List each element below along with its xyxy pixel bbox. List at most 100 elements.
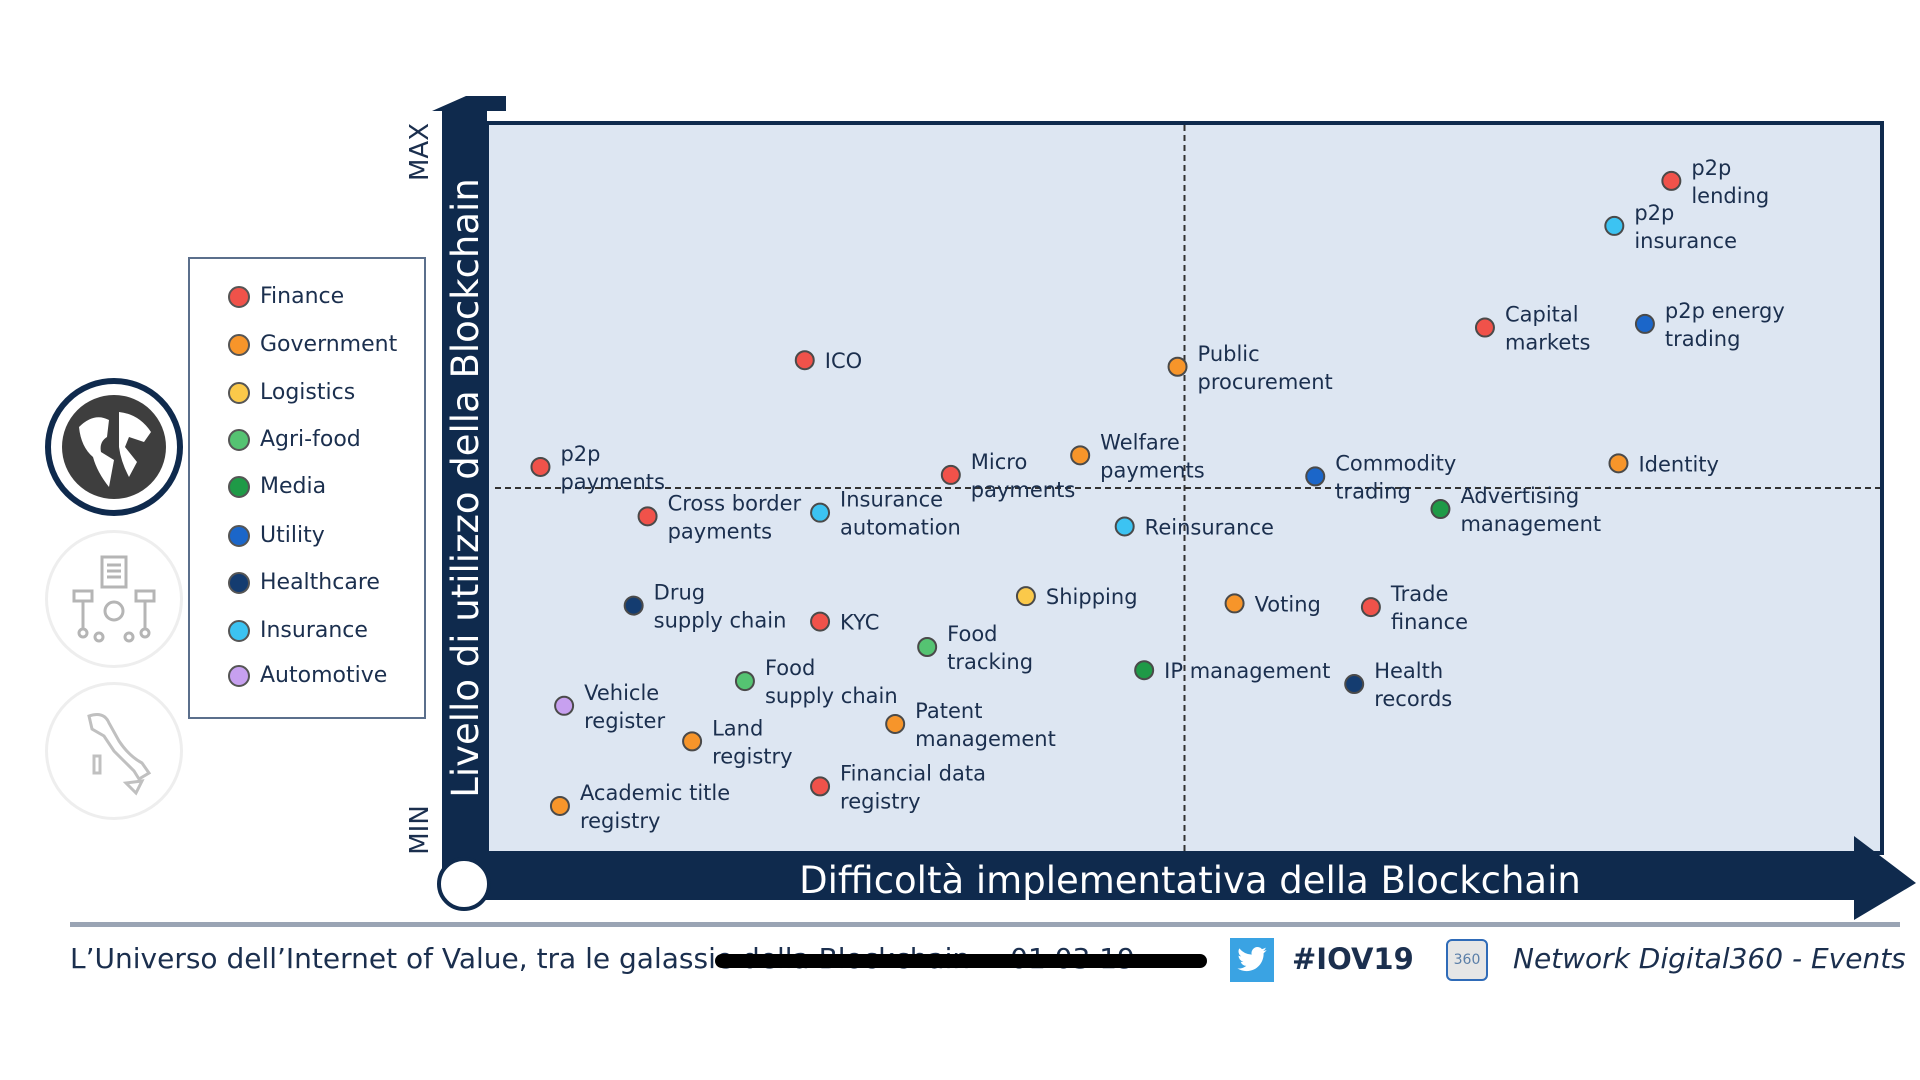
government-dot-icon xyxy=(228,333,250,356)
point-marker xyxy=(1224,593,1245,614)
point-marker xyxy=(1430,499,1451,520)
point-marker xyxy=(917,636,938,657)
data-point: Reinsurance xyxy=(1114,515,1274,539)
point-marker xyxy=(1070,445,1091,466)
point-marker xyxy=(1360,597,1381,618)
point-label: lending xyxy=(1691,184,1769,208)
point-label: automation xyxy=(840,516,961,540)
point-label: supply chain xyxy=(765,684,898,708)
x-axis-arrow xyxy=(462,836,1916,920)
data-point: IP management xyxy=(1134,659,1330,683)
legend-item-finance: Finance xyxy=(228,284,344,309)
point-label: records xyxy=(1374,687,1452,711)
insurance-dot-icon xyxy=(228,619,250,642)
point-marker xyxy=(1344,674,1365,695)
point-label: register xyxy=(584,709,665,733)
point-marker xyxy=(530,456,551,477)
y-max-label: MAX xyxy=(405,123,435,181)
point-label: trading xyxy=(1665,327,1741,351)
footer-divider xyxy=(70,922,1900,927)
legend-item-agri-food: Agri-food xyxy=(228,427,361,452)
point-label: Public xyxy=(1198,342,1260,366)
point-label: registry xyxy=(840,789,921,813)
legend-item-automotive: Automotive xyxy=(228,663,387,688)
legend-item-media: Media xyxy=(228,474,326,499)
point-label: Academic title xyxy=(580,781,730,805)
point-label: p2p xyxy=(1634,201,1674,225)
point-label: Financial data xyxy=(840,761,986,785)
point-marker xyxy=(1167,356,1188,377)
agri-food-dot-icon xyxy=(228,428,250,451)
data-point: Voting xyxy=(1224,592,1321,616)
point-marker xyxy=(810,502,831,523)
legend-item-insurance: Insurance xyxy=(228,618,368,643)
point-label: Identity xyxy=(1638,452,1718,476)
logistics-dot-icon xyxy=(228,381,250,404)
point-label: Vehicle xyxy=(584,681,659,705)
point-marker xyxy=(682,731,703,752)
data-point: Micro payments xyxy=(940,450,1076,502)
point-marker xyxy=(549,795,570,816)
network-label: Network Digital360 - Events xyxy=(1513,942,1906,975)
point-label: Insurance xyxy=(840,488,943,512)
points-layer: p2p lending p2p insurance Capital markets p2p … xyxy=(530,156,1785,833)
data-point: Health records xyxy=(1344,659,1452,711)
point-label: tracking xyxy=(947,650,1033,674)
point-marker xyxy=(734,671,755,692)
point-label: Drug xyxy=(654,581,705,605)
point-label: Cross border xyxy=(668,491,802,515)
data-point: Land registry xyxy=(682,716,793,768)
data-point: Identity xyxy=(1608,452,1719,476)
point-marker xyxy=(1604,215,1625,236)
point-label: Food xyxy=(947,622,997,646)
point-marker xyxy=(1608,453,1629,474)
data-point: Insurance automation xyxy=(810,488,961,540)
point-label: payments xyxy=(1100,458,1205,482)
point-marker xyxy=(637,506,658,527)
point-marker xyxy=(885,713,906,734)
point-label: management xyxy=(915,727,1056,751)
data-point: Patent management xyxy=(885,699,1056,751)
italy-map-icon[interactable] xyxy=(45,682,183,820)
data-point: Food tracking xyxy=(917,622,1033,674)
point-label: procurement xyxy=(1198,370,1333,394)
point-marker xyxy=(1134,660,1155,681)
point-label: Shipping xyxy=(1046,585,1138,609)
point-marker xyxy=(1474,317,1495,338)
point-label: supply chain xyxy=(654,609,787,633)
globe-icon[interactable] xyxy=(45,378,183,516)
data-point: Food supply chain xyxy=(734,656,898,708)
process-diagram-icon[interactable] xyxy=(45,530,183,668)
data-point: Advertising management xyxy=(1430,484,1601,536)
data-point: Vehicle register xyxy=(554,681,665,733)
point-label: IP management xyxy=(1164,659,1330,683)
media-dot-icon xyxy=(228,475,250,498)
legend: Finance Government Logistics Agri-food M… xyxy=(188,257,426,719)
data-point: ICO xyxy=(794,349,862,373)
legend-item-government: Government xyxy=(228,332,397,357)
point-marker xyxy=(1114,516,1135,537)
digital360-logo-icon[interactable]: 360 xyxy=(1446,939,1488,981)
point-label: registry xyxy=(580,809,661,833)
point-label: finance xyxy=(1391,610,1468,634)
data-point: p2p lending xyxy=(1661,156,1769,208)
data-point: Commodity trading xyxy=(1305,451,1456,503)
point-label: Welfare xyxy=(1100,430,1180,454)
data-point: p2p energy trading xyxy=(1634,299,1785,351)
point-label: Food xyxy=(765,656,815,680)
point-label: management xyxy=(1460,512,1601,536)
hashtag[interactable]: #IOV19 xyxy=(1292,942,1414,976)
point-marker xyxy=(1634,313,1655,334)
point-label: payments xyxy=(971,478,1076,502)
data-point: Welfare payments xyxy=(1070,430,1205,482)
data-point: Cross border payments xyxy=(637,491,802,543)
point-label: p2p xyxy=(1691,156,1731,180)
point-label: Land xyxy=(712,716,763,740)
point-label: Trade xyxy=(1390,582,1449,606)
point-label: Patent xyxy=(915,699,982,723)
redaction-bar xyxy=(715,954,1207,968)
point-label: p2p xyxy=(560,442,600,466)
twitter-icon[interactable] xyxy=(1230,938,1274,982)
data-point: Financial data registry xyxy=(810,761,986,813)
